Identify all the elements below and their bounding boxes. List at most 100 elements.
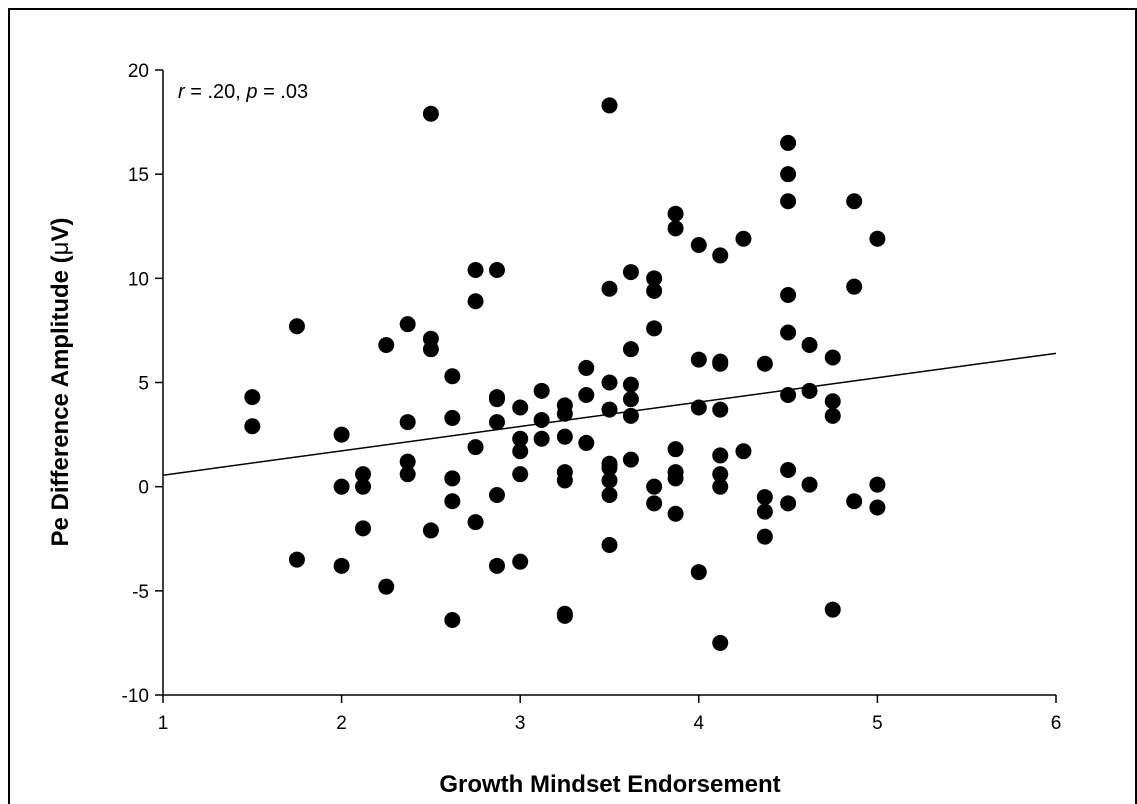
y-axis-label-tail: V) [47, 218, 74, 242]
data-point [333, 557, 350, 574]
data-point [488, 487, 505, 503]
data-point [712, 447, 729, 464]
data-point [288, 318, 305, 335]
data-point [399, 453, 416, 470]
data-point [780, 134, 797, 151]
data-point [533, 382, 550, 399]
data-point [622, 376, 639, 393]
x-ticks: 1 2 3 4 5 6 [158, 695, 1061, 734]
data-point [780, 193, 797, 210]
x-tick-label: 1 [158, 713, 169, 734]
data-point [801, 476, 818, 493]
data-point [712, 401, 729, 418]
data-point [646, 478, 663, 495]
data-point [533, 412, 550, 428]
data-point [578, 359, 595, 376]
data-point [780, 462, 797, 478]
data-point [824, 349, 841, 366]
data-point [869, 230, 886, 247]
y-tick-label: 5 [138, 374, 149, 395]
data-point [512, 430, 529, 447]
data-point [690, 237, 707, 253]
data-point [646, 282, 663, 299]
data-point [467, 293, 484, 310]
data-point [512, 443, 529, 460]
y-axis-label-main: Pe Difference Amplitude ( [47, 255, 74, 546]
x-tick-label: 5 [872, 713, 883, 734]
data-point [690, 564, 707, 581]
y-tick-label: 15 [128, 165, 149, 186]
y-tick-label: 10 [128, 269, 149, 290]
data-point [667, 470, 684, 487]
data-point [444, 612, 461, 628]
data-point [399, 414, 416, 431]
data-point [756, 489, 773, 506]
y-axis-label: Pe Difference Amplitude (μV) [47, 218, 74, 547]
data-point [622, 341, 639, 358]
data-point [712, 247, 729, 264]
data-point [399, 316, 416, 333]
data-point [780, 287, 797, 303]
data-point [667, 441, 684, 458]
data-point [712, 355, 729, 372]
data-point [444, 409, 461, 426]
x-tick-label: 2 [336, 713, 347, 734]
data-point [512, 399, 529, 416]
data-point [556, 428, 573, 445]
data-point [824, 393, 841, 410]
data-point [622, 391, 639, 408]
data-point [355, 520, 372, 537]
data-point [846, 493, 863, 510]
data-point [667, 205, 684, 222]
data-point [333, 426, 350, 443]
data-point [488, 262, 505, 278]
data-point [512, 553, 529, 570]
data-point [601, 280, 618, 297]
data-point [556, 472, 573, 489]
data-point [690, 399, 707, 416]
data-point [780, 495, 797, 512]
correlation-annotation: r = .20, p = .03 [178, 81, 308, 103]
data-point [556, 405, 573, 422]
data-point [824, 407, 841, 424]
data-point [444, 470, 461, 487]
data-point [355, 478, 372, 495]
data-point [333, 478, 350, 495]
data-point [512, 466, 529, 483]
data-point [444, 368, 461, 385]
data-point [756, 528, 773, 545]
data-point [422, 341, 439, 358]
r-value: = .20, [185, 81, 247, 103]
data-point [578, 434, 595, 451]
data-point [601, 459, 618, 476]
x-tick-label: 4 [694, 713, 705, 734]
data-point [869, 476, 886, 493]
data-point [824, 601, 841, 618]
p-value: = .03 [258, 81, 309, 103]
data-point [780, 166, 797, 183]
data-point [378, 337, 395, 353]
data-point [244, 389, 261, 406]
y-tick-label: -10 [122, 686, 149, 707]
data-point [422, 105, 439, 122]
data-point [667, 505, 684, 522]
data-point [667, 220, 684, 237]
data-points [244, 97, 886, 651]
x-axis-label: Growth Mindset Endorsement [439, 771, 780, 798]
data-point [467, 439, 484, 456]
y-axis-label-mu: μ [47, 242, 74, 256]
y-tick-label: -5 [132, 582, 149, 603]
data-point [622, 264, 639, 281]
data-point [467, 514, 484, 531]
data-point [556, 607, 573, 624]
data-point [533, 430, 550, 447]
data-point [601, 487, 618, 503]
data-point [690, 351, 707, 368]
data-point [780, 324, 797, 341]
p-symbol: p [245, 81, 257, 103]
data-point [646, 495, 663, 512]
x-tick-label: 3 [515, 713, 526, 734]
data-point [467, 262, 484, 278]
data-point [378, 578, 395, 595]
